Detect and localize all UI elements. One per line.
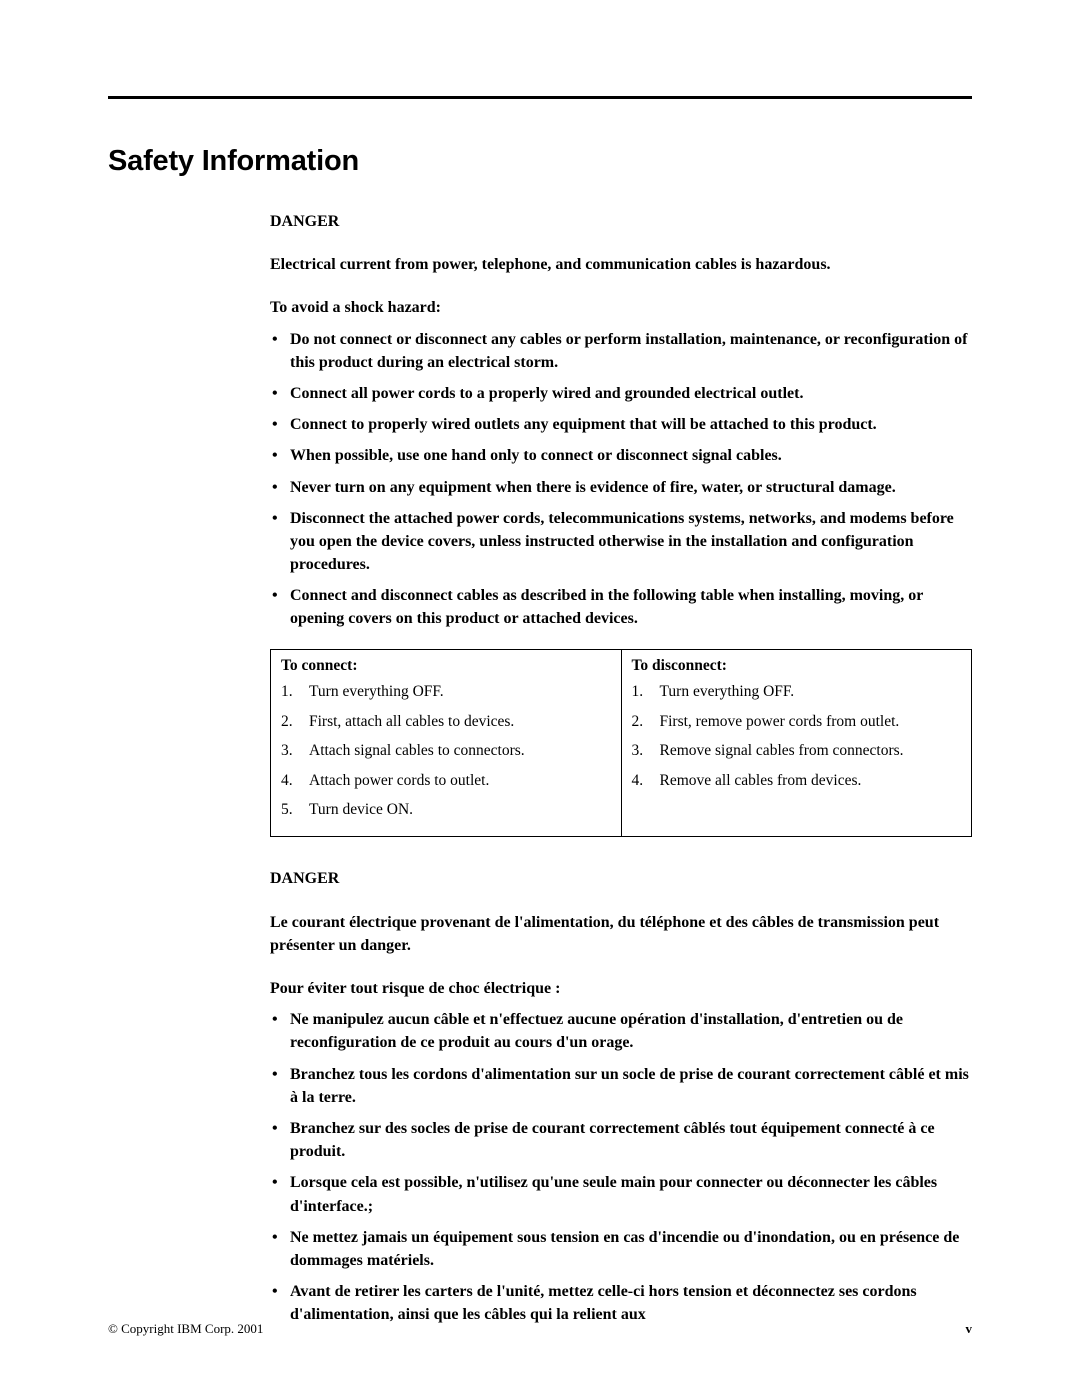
bullet-list-en: Do not connect or disconnect any cables … — [270, 328, 972, 631]
french-section: DANGER Le courant électrique provenant d… — [270, 867, 972, 1326]
intro-fr: Le courant électrique provenant de l'ali… — [270, 911, 972, 957]
bullet-item: Disconnect the attached power cords, tel… — [270, 507, 972, 577]
content-body: DANGER Electrical current from power, te… — [270, 210, 972, 1326]
danger-label-fr: DANGER — [270, 867, 972, 890]
bullet-item: Branchez tous les cordons d'alimentation… — [270, 1063, 972, 1109]
bullet-item: Never turn on any equipment when there i… — [270, 476, 972, 499]
page-footer: © Copyright IBM Corp. 2001 v — [108, 1321, 972, 1337]
bullet-item: Branchez sur des socles de prise de cour… — [270, 1117, 972, 1163]
list-item: 4.Remove all cables from devices. — [632, 770, 964, 792]
bullet-item: Connect to properly wired outlets any eq… — [270, 413, 972, 436]
disconnect-steps: 1.Turn everything OFF. 2.First, remove p… — [632, 681, 964, 792]
document-page: Safety Information DANGER Electrical cur… — [0, 0, 1080, 1397]
list-item: 1.Turn everything OFF. — [632, 681, 964, 703]
list-item: 1.Turn everything OFF. — [281, 681, 613, 703]
page-title: Safety Information — [108, 145, 972, 178]
bullet-item: Connect all power cords to a properly wi… — [270, 382, 972, 405]
avoid-heading-fr: Pour éviter tout risque de choc électriq… — [270, 977, 972, 1000]
bullet-item: When possible, use one hand only to conn… — [270, 444, 972, 467]
list-item: 4.Attach power cords to outlet. — [281, 770, 613, 792]
danger-label-en: DANGER — [270, 210, 972, 233]
intro-en: Electrical current from power, telephone… — [270, 253, 972, 276]
list-item: 2.First, attach all cables to devices. — [281, 711, 613, 733]
bullet-item: Ne manipulez aucun câble et n'effectuez … — [270, 1008, 972, 1054]
connect-steps: 1.Turn everything OFF. 2.First, attach a… — [281, 681, 613, 821]
disconnect-cell: To disconnect: 1.Turn everything OFF. 2.… — [621, 649, 972, 837]
bullet-item: Do not connect or disconnect any cables … — [270, 328, 972, 374]
copyright-text: © Copyright IBM Corp. 2001 — [108, 1321, 263, 1337]
disconnect-header: To disconnect: — [632, 655, 964, 677]
avoid-heading-en: To avoid a shock hazard: — [270, 296, 972, 319]
bullet-item: Lorsque cela est possible, n'utilisez qu… — [270, 1171, 972, 1217]
bullet-item: Ne mettez jamais un équipement sous tens… — [270, 1226, 972, 1272]
bullet-item: Connect and disconnect cables as describ… — [270, 584, 972, 630]
bullet-item: Avant de retirer les carters de l'unité,… — [270, 1280, 972, 1326]
list-item: 5.Turn device ON. — [281, 799, 613, 821]
connect-header: To connect: — [281, 655, 613, 677]
list-item: 3.Remove signal cables from connectors. — [632, 740, 964, 762]
connect-cell: To connect: 1.Turn everything OFF. 2.Fir… — [271, 649, 622, 837]
list-item: 2.First, remove power cords from outlet. — [632, 711, 964, 733]
list-item: 3.Attach signal cables to connectors. — [281, 740, 613, 762]
page-number: v — [966, 1321, 973, 1337]
bullet-list-fr: Ne manipulez aucun câble et n'effectuez … — [270, 1008, 972, 1326]
top-rule — [108, 96, 972, 99]
connect-disconnect-table: To connect: 1.Turn everything OFF. 2.Fir… — [270, 649, 972, 838]
